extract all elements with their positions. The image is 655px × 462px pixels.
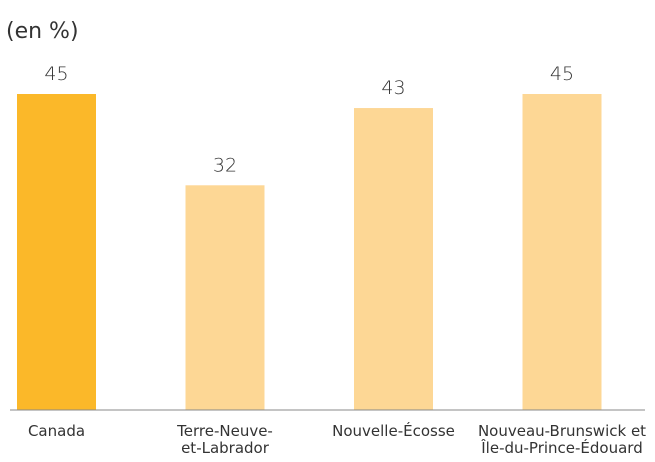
bar xyxy=(522,94,602,410)
value-label: 32 xyxy=(213,154,237,176)
x-tick-label: Nouvelle-Écosse xyxy=(332,421,455,440)
x-tick-label: Terre-Neuve-et-Labrador xyxy=(176,422,273,457)
bar xyxy=(354,108,433,411)
x-tick-label: Canada xyxy=(28,422,85,440)
x-tick-label: Nouveau-Brunswick et Île-du-Prince-Édouar… xyxy=(478,422,646,457)
bar xyxy=(185,185,265,410)
value-label: 45 xyxy=(44,63,68,85)
value-label: 43 xyxy=(381,77,405,99)
value-label: 45 xyxy=(550,63,574,85)
chart-title: (en %) xyxy=(6,19,79,44)
bar xyxy=(17,94,96,410)
